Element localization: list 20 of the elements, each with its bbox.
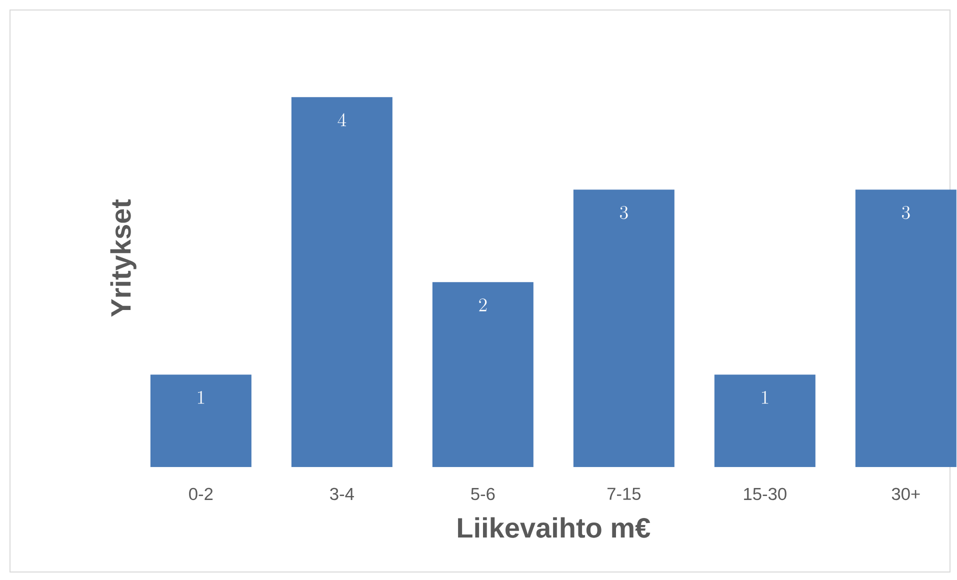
x-tick-label: 30+ — [892, 488, 920, 500]
y-axis-title: Yritykset — [110, 199, 136, 317]
data-label: 1 — [198, 390, 204, 404]
bar — [855, 190, 956, 468]
data-label: 1 — [762, 390, 768, 404]
bar — [432, 282, 534, 468]
x-axis-title: Liikevaihto m€ — [458, 517, 650, 538]
x-tick-label: 3-4 — [330, 488, 354, 500]
x-tick-label: 15-30 — [744, 488, 786, 500]
bar — [291, 97, 392, 468]
data-label: 3 — [902, 206, 910, 220]
data-label: 2 — [479, 298, 487, 312]
data-label: 4 — [338, 113, 346, 126]
bar — [714, 374, 816, 468]
bar — [150, 374, 252, 468]
x-tick-label: 5-6 — [471, 488, 495, 500]
x-tick-label: 7-15 — [607, 488, 641, 500]
x-tick-label: 0-2 — [189, 488, 213, 500]
bar — [573, 190, 674, 468]
data-label: 3 — [620, 206, 628, 220]
